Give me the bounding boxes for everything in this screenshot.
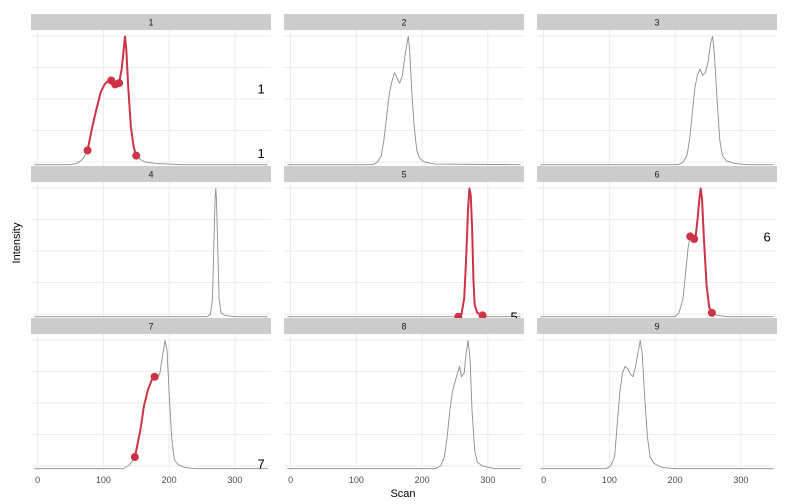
facet-strip xyxy=(31,166,271,182)
peak-marker xyxy=(478,311,487,320)
intensity-trace xyxy=(287,340,521,470)
gridlines xyxy=(284,30,524,166)
x-tick-label: 200 xyxy=(668,475,683,485)
facet-panel-4: 4 xyxy=(31,166,271,318)
facet-panel-9: 9 0 100 200 300 xyxy=(537,318,777,485)
intensity-trace xyxy=(540,340,774,470)
panel-annotation: 5 xyxy=(511,310,518,325)
facet-strip xyxy=(284,166,524,182)
x-tick-label: 100 xyxy=(349,475,364,485)
facet-panel-3: 3 xyxy=(537,14,777,166)
facet-strip xyxy=(284,318,524,334)
panel-annotation: 1 xyxy=(258,146,265,161)
intensity-trace xyxy=(34,188,268,318)
intensity-trace xyxy=(540,36,774,166)
facet-strip xyxy=(537,166,777,182)
facet-strip xyxy=(31,14,271,30)
x-tick-label: 100 xyxy=(96,475,111,485)
x-axis-title: Scan xyxy=(390,488,415,500)
facet-panel-7: 7 7 0 100 200 300 xyxy=(31,318,271,485)
peak-marker xyxy=(132,151,141,160)
x-tick-label: 200 xyxy=(162,475,177,485)
facet-strip xyxy=(537,318,777,334)
highlighted-peak xyxy=(133,375,158,458)
x-tick-label: 0 xyxy=(35,475,40,485)
x-tick-label: 300 xyxy=(227,475,242,485)
panel-annotation: 6 xyxy=(764,229,771,244)
panel-annotation: 1 xyxy=(258,81,265,96)
x-tick-label: 200 xyxy=(415,475,430,485)
gridlines xyxy=(31,334,271,470)
facet-strip-label: 8 xyxy=(401,322,406,332)
gridlines xyxy=(537,30,777,166)
gridlines xyxy=(537,334,777,470)
intensity-trace xyxy=(287,188,521,318)
peak-marker xyxy=(130,453,139,462)
facet-panel-2: 2 xyxy=(284,14,524,166)
peak-marker xyxy=(150,372,159,381)
intensity-trace xyxy=(34,36,268,166)
x-tick-label: 300 xyxy=(480,475,495,485)
facet-strip-label: 5 xyxy=(401,170,406,180)
facet-strip-label: 2 xyxy=(401,18,406,28)
facet-strip-label: 9 xyxy=(654,322,659,332)
x-tick-label: 300 xyxy=(733,475,748,485)
facet-strip-label: 1 xyxy=(148,18,153,28)
peak-marker xyxy=(115,79,124,88)
facet-panel-8: 8 0 100 200 300 xyxy=(284,318,524,485)
intensity-trace xyxy=(287,36,521,166)
panel-annotation: 7 xyxy=(258,457,265,472)
facet-panel-6: 66 xyxy=(537,166,777,318)
highlighted-peak xyxy=(86,35,138,156)
gridlines xyxy=(284,182,524,318)
gridlines xyxy=(31,30,271,166)
facet-strip-label: 4 xyxy=(148,170,153,180)
gridlines xyxy=(284,334,524,470)
gridlines xyxy=(537,182,777,318)
y-axis-title: Intensity xyxy=(11,222,23,263)
x-tick-label: 0 xyxy=(288,475,293,485)
intensity-trace xyxy=(34,340,268,470)
peak-marker xyxy=(83,146,92,155)
facet-strip-label: 6 xyxy=(654,170,659,180)
highlighted-peak xyxy=(457,187,484,318)
peak-marker xyxy=(690,234,699,243)
facet-strip xyxy=(284,14,524,30)
facet-strip xyxy=(537,14,777,30)
facet-panel-5: 55 xyxy=(284,166,524,325)
x-tick-label: 0 xyxy=(541,475,546,485)
facet-panel-1: 1 1 1 xyxy=(31,14,271,166)
facet-strip xyxy=(31,318,271,334)
intensity-trace xyxy=(540,188,774,318)
gridlines xyxy=(31,182,271,318)
facet-strip-label: 3 xyxy=(654,18,659,28)
x-tick-label: 100 xyxy=(602,475,617,485)
peak-marker xyxy=(707,308,716,317)
facet-strip-label: 7 xyxy=(148,322,153,332)
